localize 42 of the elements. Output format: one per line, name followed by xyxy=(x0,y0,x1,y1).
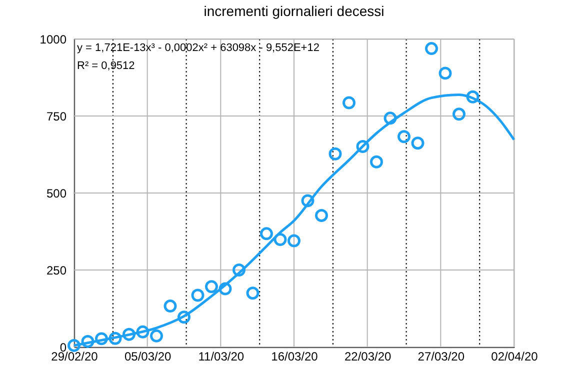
point xyxy=(274,233,287,246)
point xyxy=(81,334,94,348)
point xyxy=(232,264,246,276)
point xyxy=(356,140,370,153)
point xyxy=(205,280,218,294)
y-tick-label: 750 xyxy=(46,110,67,124)
point xyxy=(466,90,480,104)
x-tick-label: 11/03/20 xyxy=(198,350,244,364)
y-tick-label: 500 xyxy=(46,186,67,200)
point xyxy=(136,325,150,338)
point xyxy=(191,288,204,302)
point xyxy=(370,155,383,168)
point xyxy=(246,286,260,300)
annotation: R² = 0,9512 xyxy=(77,60,135,72)
point xyxy=(328,147,342,160)
point xyxy=(122,328,136,341)
y-tick-label: 250 xyxy=(46,264,67,278)
x-tick-label: 22/03/20 xyxy=(344,350,392,364)
point xyxy=(452,108,466,121)
x-tick-label: 16/03/20 xyxy=(271,350,318,364)
point xyxy=(150,329,163,342)
point xyxy=(164,300,177,313)
point xyxy=(384,112,397,125)
point xyxy=(411,136,424,150)
point xyxy=(425,42,438,56)
point xyxy=(315,209,328,222)
point xyxy=(108,332,122,345)
x-tick-label: 05/03/20 xyxy=(124,350,172,364)
point xyxy=(301,194,314,208)
point xyxy=(218,282,232,296)
point xyxy=(342,96,356,110)
chart-title: incrementi giornalieri decessi xyxy=(204,3,384,19)
point xyxy=(68,338,80,352)
point xyxy=(438,66,452,80)
y-tick-label: 1000 xyxy=(40,32,67,46)
point xyxy=(178,310,190,324)
point xyxy=(398,130,410,144)
x-tick-label: 27/03/20 xyxy=(418,350,465,364)
x-tick-label: 02/04/20 xyxy=(491,350,538,364)
point xyxy=(260,227,273,240)
point xyxy=(95,332,108,346)
point xyxy=(288,234,300,248)
